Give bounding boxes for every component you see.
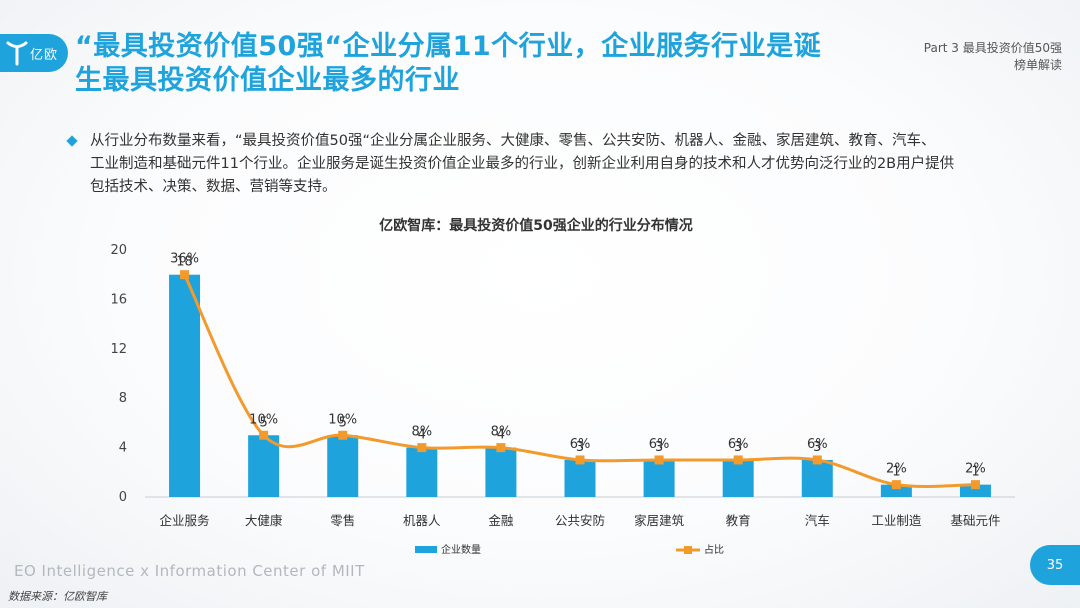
legend-bar-label: 企业数量: [441, 543, 481, 556]
bar: [169, 274, 201, 497]
legend-line-marker: [684, 546, 692, 554]
y-tick-label: 16: [110, 292, 127, 307]
chart-title: 亿欧智库：最具投资价值50强企业的行业分布情况: [379, 217, 692, 234]
bullet-diamond-icon: [66, 135, 78, 147]
percentage-point: [180, 270, 190, 280]
page-title-line2: 生最具投资价值企业最多的行业: [75, 65, 460, 96]
bar: [485, 447, 517, 497]
percentage-point: [970, 480, 980, 490]
x-tick-label: 工业制造: [871, 513, 922, 528]
summary-line2: 工业制造和基础元件11个行业。企业服务是诞生投资价值企业最多的行业，创新企业利用…: [90, 156, 955, 172]
legend-line-label: 占比: [704, 543, 724, 556]
percentage-label: 8%: [491, 425, 512, 440]
bar: [801, 459, 833, 497]
bar-value-label: 4: [418, 428, 426, 443]
bar-value-label: 3: [576, 440, 584, 455]
bar-value-label: 1: [892, 465, 900, 480]
percentage-label: 6%: [649, 437, 670, 452]
section-label-line1: Part 3 最具投资价值50强: [923, 41, 1062, 55]
logo-y-icon: [6, 41, 28, 66]
percentage-label: 36%: [170, 252, 199, 267]
percentage-point: [417, 443, 427, 453]
logo-text: 亿欧: [30, 47, 59, 63]
x-tick-label: 汽车: [805, 513, 830, 528]
percentage-point: [575, 455, 585, 465]
summary-line3: 包括技术、决策、数据、营销等支持。: [90, 179, 337, 195]
y-tick-label: 0: [119, 490, 127, 505]
percentage-label: 6%: [807, 437, 828, 452]
percentage-label: 6%: [570, 437, 591, 452]
x-tick-label: 公共安防: [555, 513, 605, 528]
bar-value-label: 3: [813, 440, 821, 455]
bar-value-label: 18: [176, 255, 193, 270]
x-tick-label: 企业服务: [160, 513, 210, 528]
percentage-label: 6%: [728, 437, 749, 452]
x-tick-label: 教育: [726, 513, 751, 528]
bar: [643, 459, 675, 497]
percentage-label: 8%: [412, 425, 433, 440]
bar: [880, 484, 912, 497]
y-tick-label: 12: [110, 342, 127, 357]
bar-value-label: 3: [734, 440, 742, 455]
y-tick-label: 8: [119, 391, 127, 406]
industry-distribution-chart: 亿欧智库：最具投资价值50强企业的行业分布情况 0 4 8 12 16 20 18 5 5 4 4 3 3…: [110, 217, 1015, 556]
section-label: Part 3 最具投资价值50强 榜单解读: [924, 40, 1062, 74]
percentage-point: [891, 480, 901, 490]
bar: [722, 459, 754, 497]
legend-bar-swatch: [415, 546, 437, 553]
x-tick-label: 家居建筑: [634, 513, 685, 528]
x-tick-label: 金融: [488, 513, 514, 528]
summary-line1: 从行业分布数量来看，“最具投资价值50强“企业分属企业服务、大健康、零售、公共安…: [90, 133, 936, 149]
bar-value-label: 5: [259, 415, 267, 430]
data-source: 数据来源：亿欧智库: [8, 590, 107, 603]
x-tick-label: 基础元件: [950, 513, 1000, 528]
percentage-point: [496, 443, 506, 453]
percentage-label: 2%: [886, 462, 907, 477]
y-tick-label: 20: [110, 243, 127, 258]
percentage-point: [654, 455, 664, 465]
page-title: “最具投资价值50强“企业分属11个行业，企业服务行业是诞 生最具投资价值企业最…: [75, 30, 835, 98]
percentage-line: [183, 274, 976, 488]
page-title-line1: “最具投资价值50强“企业分属11个行业，企业服务行业是诞: [75, 31, 822, 62]
brand-logo: 亿欧: [0, 34, 68, 72]
percentage-point: [733, 455, 743, 465]
bar: [248, 435, 280, 497]
page-number: 35: [1030, 545, 1080, 585]
x-tick-label: 大健康: [245, 513, 283, 528]
y-tick-label: 4: [119, 441, 127, 456]
bar: [564, 459, 596, 497]
bar-value-label: 1: [971, 465, 979, 480]
percentage-label: 2%: [965, 462, 986, 477]
percentage-point: [338, 430, 348, 440]
percentage-label: 10%: [328, 412, 357, 427]
bar: [406, 447, 438, 497]
section-label-line2: 榜单解读: [1013, 58, 1062, 72]
bar-value-label: 3: [655, 440, 663, 455]
bar-value-label: 4: [497, 428, 505, 443]
bar-value-label: 5: [339, 415, 347, 430]
x-tick-label: 机器人: [403, 513, 441, 528]
bar: [327, 435, 359, 497]
x-tick-label: 零售: [330, 513, 355, 528]
percentage-label: 10%: [249, 412, 278, 427]
percentage-point: [812, 455, 822, 465]
percentage-point: [259, 430, 269, 440]
summary-paragraph: 从行业分布数量来看，“最具投资价值50强“企业分属企业服务、大健康、零售、公共安…: [66, 130, 1043, 199]
footer-credit: EO Intelligence x Information Center of …: [14, 562, 365, 580]
bar: [959, 484, 991, 497]
